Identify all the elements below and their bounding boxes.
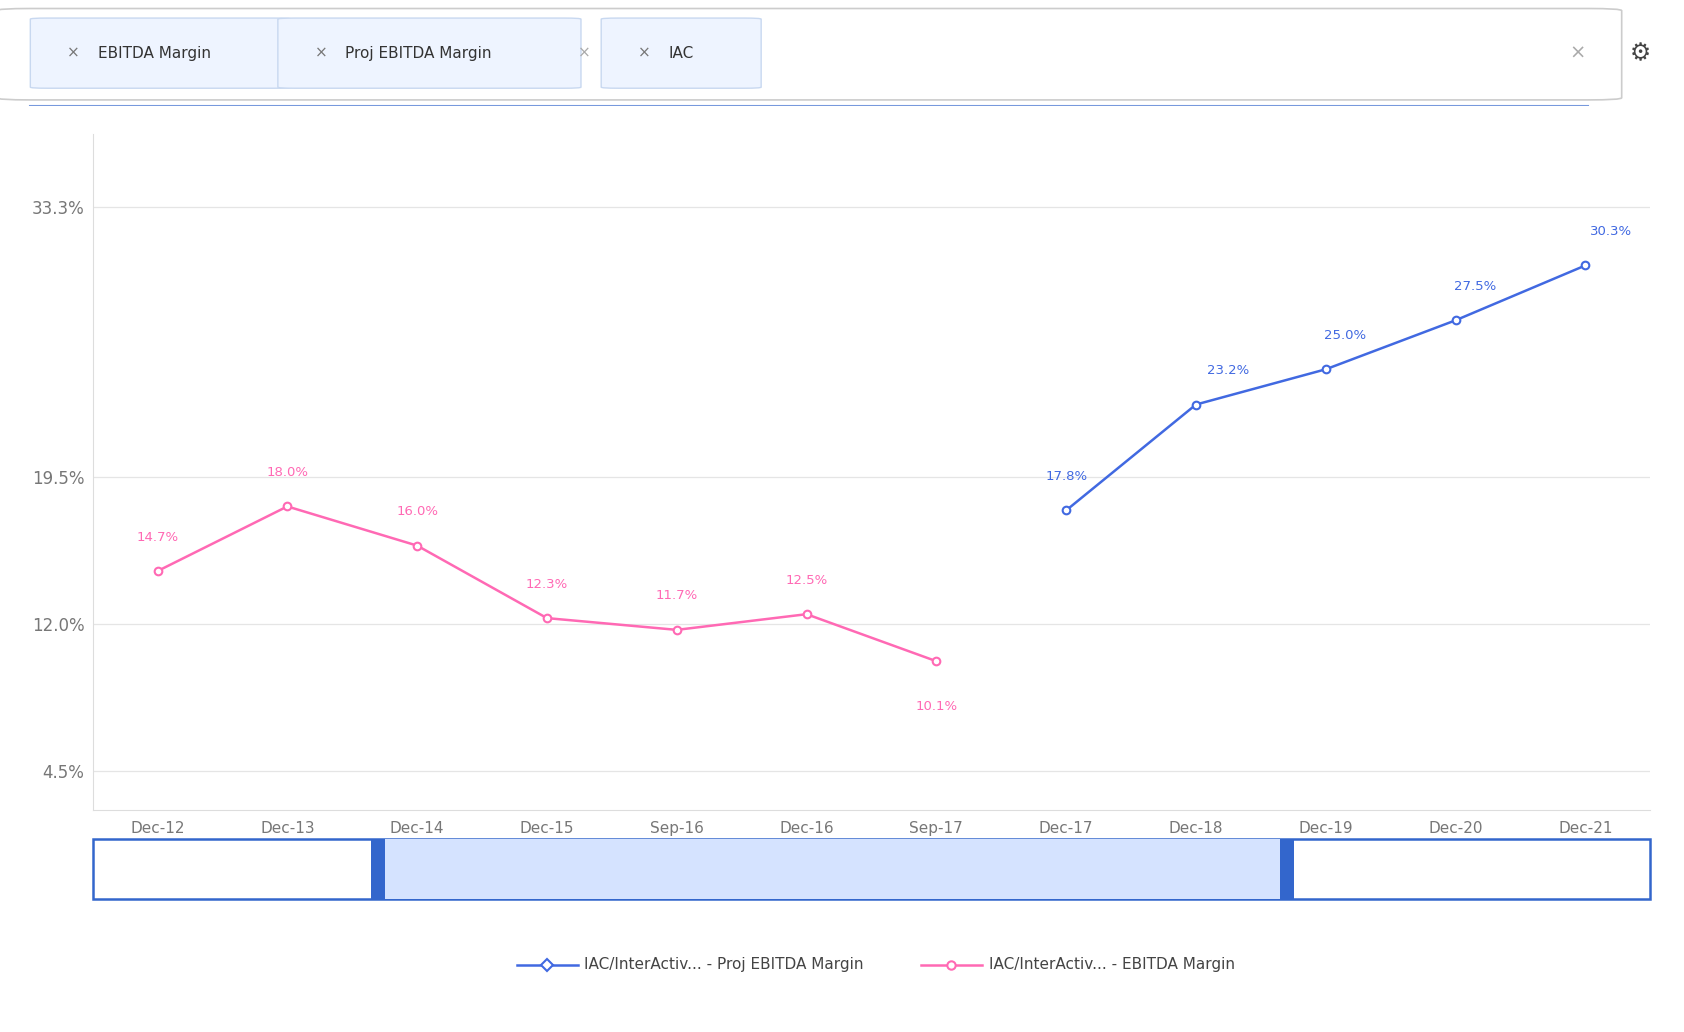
FancyBboxPatch shape — [0, 8, 1622, 100]
Text: ⚙: ⚙ — [1630, 41, 1650, 65]
Text: 10.1%: 10.1% — [916, 701, 958, 713]
Text: ×: × — [638, 45, 652, 61]
FancyBboxPatch shape — [30, 19, 291, 88]
FancyBboxPatch shape — [278, 19, 581, 88]
Text: Proj EBITDA Margin: Proj EBITDA Margin — [345, 45, 492, 61]
Text: 14.7%: 14.7% — [136, 530, 179, 544]
Bar — [372, 839, 386, 899]
Bar — [1280, 839, 1293, 899]
Text: 16.0%: 16.0% — [396, 506, 438, 518]
Bar — [381, 839, 1285, 899]
Text: IAC/InterActiv... - EBITDA Margin: IAC/InterActiv... - EBITDA Margin — [989, 958, 1234, 972]
Text: ×: × — [315, 45, 328, 61]
Text: ×: × — [67, 45, 81, 61]
Text: 11.7%: 11.7% — [655, 589, 697, 603]
Text: 27.5%: 27.5% — [1453, 280, 1495, 293]
Text: 12.3%: 12.3% — [525, 578, 568, 590]
Text: EBITDA Margin: EBITDA Margin — [98, 45, 210, 61]
Text: IAC: IAC — [669, 45, 694, 61]
Text: 18.0%: 18.0% — [266, 466, 308, 479]
FancyBboxPatch shape — [601, 19, 761, 88]
Text: 23.2%: 23.2% — [1207, 364, 1250, 377]
Text: ×: × — [578, 45, 591, 61]
Text: 25.0%: 25.0% — [1324, 329, 1366, 342]
Text: IAC/InterActiv... - Proj EBITDA Margin: IAC/InterActiv... - Proj EBITDA Margin — [584, 958, 864, 972]
Text: 30.3%: 30.3% — [1590, 225, 1632, 238]
FancyBboxPatch shape — [93, 839, 1650, 899]
Text: ×: × — [1569, 43, 1586, 63]
Text: 17.8%: 17.8% — [1046, 470, 1088, 483]
Text: 12.5%: 12.5% — [785, 574, 829, 587]
